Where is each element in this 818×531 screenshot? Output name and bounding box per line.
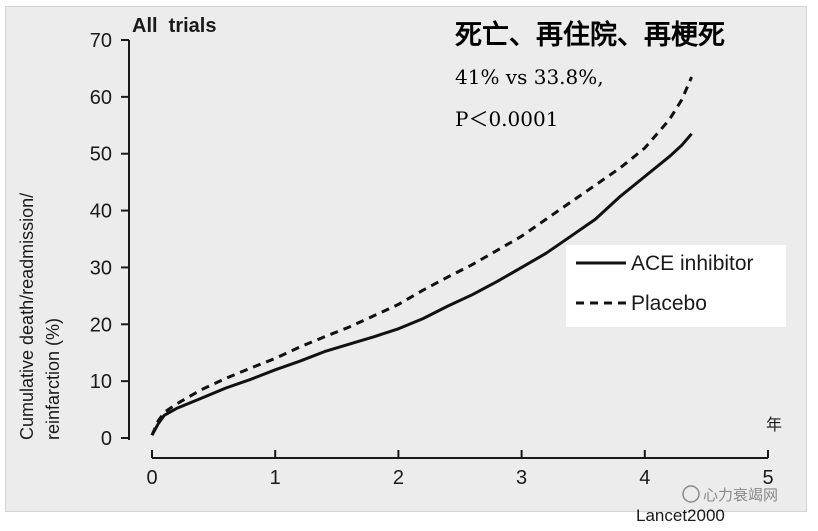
watermark-text: 心力衰竭网: [703, 486, 778, 504]
panel-title: All trials: [132, 15, 216, 37]
y-tick-label: 20: [90, 314, 112, 336]
headline-annotation: 死亡、再住院、再梗死: [455, 19, 725, 51]
y-tick-label: 0: [101, 428, 112, 450]
stat-annotation-line2: P＜0.0001: [455, 107, 558, 131]
x-tick-label: 4: [639, 467, 650, 489]
source-citation: Lancet2000: [636, 506, 725, 525]
y-tick-label: 40: [90, 201, 112, 223]
x-tick-label: 1: [270, 467, 281, 489]
x-tick-label: 0: [146, 467, 157, 489]
y-tick-label: 50: [90, 144, 112, 166]
watermark-chat-icon: [682, 485, 700, 503]
x-axis-unit: 年: [766, 415, 782, 434]
y-tick-label: 10: [90, 371, 112, 393]
x-tick-label: 2: [393, 467, 404, 489]
y-ticks: 0 10 20 30 40 50 60 70: [90, 30, 129, 450]
series-layer: [150, 76, 693, 436]
stat-annotation-line1: 41% vs 33.8%,: [455, 65, 604, 89]
legend-label-ace-inhibitor: ACE inhibitor: [631, 252, 754, 275]
legend-label-placebo: Placebo: [631, 292, 707, 315]
y-tick-label: 30: [90, 257, 112, 279]
series-line-ace-inhibitor: [150, 132, 693, 436]
y-tick-label: 60: [90, 87, 112, 109]
series-line-placebo: [150, 76, 693, 436]
x-ticks: 0 1 2 3 4 5: [146, 450, 774, 489]
x-tick-label: 3: [516, 467, 527, 489]
y-axis-label-line1: Cumulative death/readmission/: [17, 193, 37, 440]
y-tick-label: 70: [90, 30, 112, 52]
legend-box: [566, 245, 786, 327]
x-tick-label: 5: [762, 467, 773, 489]
y-axis-label-line2: reinfarction (%): [43, 318, 63, 440]
